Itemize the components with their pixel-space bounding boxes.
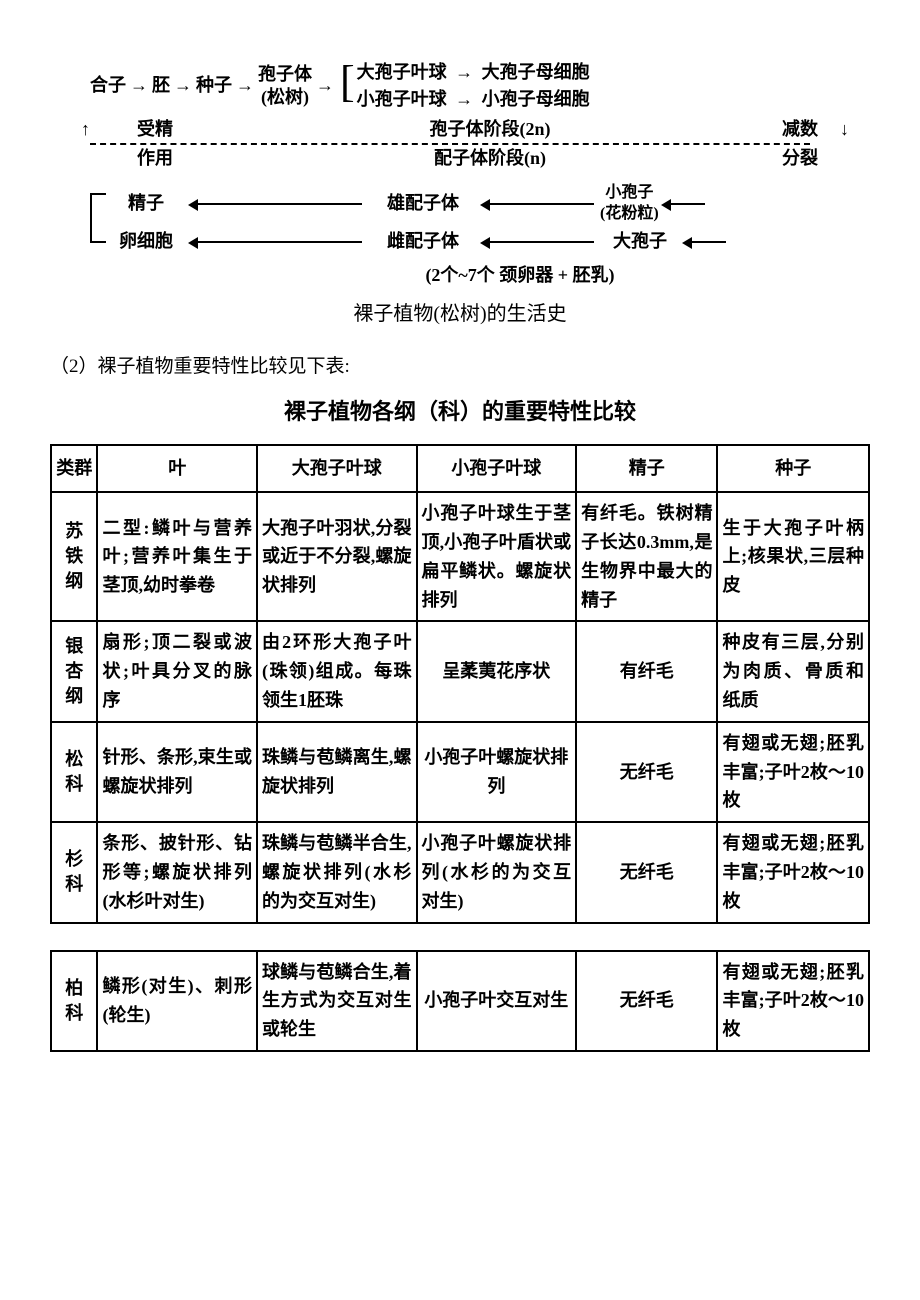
table-header: 小孢子叶球: [417, 445, 577, 492]
table-cell: 有纤毛: [576, 621, 717, 721]
diagram-node: 大孢子: [600, 230, 680, 253]
arrow-icon: [192, 241, 362, 243]
group-cell: 银杏纲: [51, 621, 97, 721]
table-cell: 呈葇荑花序状: [417, 621, 577, 721]
diagram-node: 种子: [196, 74, 232, 97]
phase-label: 受精: [90, 118, 220, 141]
arrow-icon: →: [170, 74, 196, 97]
arrow-icon: →: [126, 74, 152, 97]
table-cell: 大孢子叶羽状,分裂或近于不分裂,螺旋状排列: [257, 492, 417, 621]
table-cell: 无纤毛: [576, 722, 717, 822]
table-cell: 种皮有三层,分别为肉质、骨质和纸质: [717, 621, 869, 721]
arrow-icon: →: [312, 74, 338, 97]
table-cell: 条形、披针形、钻形等;螺旋状排列(水杉叶对生): [97, 822, 257, 922]
group-cell: 柏科: [51, 951, 97, 1051]
arrow-icon: →: [451, 89, 477, 109]
table-cell: 无纤毛: [576, 951, 717, 1051]
table-cell: 珠鳞与苞鳞离生,螺旋状排列: [257, 722, 417, 822]
arrow-icon: [665, 203, 705, 205]
table-row: 杉科条形、披针形、钻形等;螺旋状排列(水杉叶对生)珠鳞与苞鳞半合生,螺旋状排列(…: [51, 822, 869, 922]
table-cell: 珠鳞与苞鳞半合生,螺旋状排列(水杉的为交互对生): [257, 822, 417, 922]
diagram-node: 合子: [90, 74, 126, 97]
table-cell: 小孢子叶螺旋状排列(水杉的为交互对生): [417, 822, 577, 922]
diagram-node: 大孢子母细胞: [482, 62, 590, 82]
life-cycle-diagram: 合子 → 胚 → 种子 → 孢子体 (松树) → [ 大孢子叶球 → 大孢子母细…: [50, 60, 870, 287]
table-header: 大孢子叶球: [257, 445, 417, 492]
group-cell: 苏铁纲: [51, 492, 97, 621]
phase-label: 作用: [90, 147, 220, 170]
diagram-node-sub: (松树): [261, 86, 309, 109]
phase-label: 孢子体阶段(2n): [220, 118, 760, 141]
table-row: 松科针形、条形,束生或螺旋状排列珠鳞与苞鳞离生,螺旋状排列小孢子叶螺旋状排列无纤…: [51, 722, 869, 822]
diagram-node: 卵细胞: [106, 230, 186, 253]
table-cell: 生于大孢子叶柄上;核果状,三层种皮: [717, 492, 869, 621]
table-header: 种子: [717, 445, 869, 492]
table-header: 叶: [97, 445, 257, 492]
table-cell: 有纤毛。铁树精子长达0.3mm,是生物界中最大的精子: [576, 492, 717, 621]
table-row: 银杏纲扇形;顶二裂或波状;叶具分叉的脉序由2环形大孢子叶(珠领)组成。每珠领生1…: [51, 621, 869, 721]
diagram-node: 精子: [106, 192, 186, 215]
diagram-node: 孢子体: [258, 63, 312, 86]
diagram-node: 小孢子叶球: [357, 89, 447, 109]
table-cell: 针形、条形,束生或螺旋状排列: [97, 722, 257, 822]
table-header: 精子: [576, 445, 717, 492]
diagram-subnote: (2个~7个 颈卵器 + 胚乳): [170, 264, 870, 287]
phase-label: 分裂: [760, 147, 840, 170]
comparison-table-b: 柏科鳞形(对生)、刺形(轮生)球鳞与苞鳞合生,着生方式为交互对生或轮生小孢子叶交…: [50, 950, 870, 1052]
phase-label: 配子体阶段(n): [220, 147, 760, 170]
group-cell: 松科: [51, 722, 97, 822]
comparison-table-a: 类群叶大孢子叶球小孢子叶球精子种子 苏铁纲二型:鳞叶与营养叶;营养叶集生于茎顶,…: [50, 444, 870, 923]
table-cell: 鳞形(对生)、刺形(轮生): [97, 951, 257, 1051]
arrow-icon: [484, 203, 594, 205]
table-cell: 有翅或无翅;胚乳丰富;子叶2枚～10枚: [717, 951, 869, 1051]
table-cell: 球鳞与苞鳞合生,着生方式为交互对生或轮生: [257, 951, 417, 1051]
diagram-node: 小孢子: [605, 183, 653, 204]
table-cell: 由2环形大孢子叶(珠领)组成。每珠领生1胚珠: [257, 621, 417, 721]
table-cell: 小孢子叶螺旋状排列: [417, 722, 577, 822]
arrow-icon: →: [451, 62, 477, 82]
arrow-icon: →: [232, 74, 258, 97]
table-header: 类群: [51, 445, 97, 492]
diagram-node: 雌配子体: [368, 230, 478, 253]
arrow-icon: [192, 203, 362, 205]
diagram-node: 小孢子母细胞: [482, 89, 590, 109]
table-cell: 无纤毛: [576, 822, 717, 922]
diagram-node: 大孢子叶球: [357, 62, 447, 82]
diagram-node: 雄配子体: [368, 192, 478, 215]
arrow-icon: [484, 241, 594, 243]
table-title: 裸子植物各纲（科）的重要特性比较: [50, 398, 870, 427]
table-cell: 小孢子叶交互对生: [417, 951, 577, 1051]
table-row: 柏科鳞形(对生)、刺形(轮生)球鳞与苞鳞合生,着生方式为交互对生或轮生小孢子叶交…: [51, 951, 869, 1051]
diagram-node: 胚: [152, 74, 170, 97]
table-row: 苏铁纲二型:鳞叶与营养叶;营养叶集生于茎顶,幼时拳卷大孢子叶羽状,分裂或近于不分…: [51, 492, 869, 621]
diagram-caption: 裸子植物(松树)的生活史: [50, 301, 870, 327]
group-cell: 杉科: [51, 822, 97, 922]
diagram-node: (花粉粒): [600, 204, 659, 225]
arrow-icon: [686, 241, 726, 243]
table-cell: 扇形;顶二裂或波状;叶具分叉的脉序: [97, 621, 257, 721]
table-cell: 二型:鳞叶与营养叶;营养叶集生于茎顶,幼时拳卷: [97, 492, 257, 621]
dashed-separator: [90, 143, 810, 145]
table-cell: 有翅或无翅;胚乳丰富;子叶2枚～10枚: [717, 822, 869, 922]
phase-label: 减数: [760, 118, 840, 141]
brace-icon: [: [338, 60, 357, 112]
table-cell: 小孢子叶球生于茎顶,小孢子叶盾状或扁平鳞状。螺旋状排列: [417, 492, 577, 621]
table-cell: 有翅或无翅;胚乳丰富;子叶2枚～10枚: [717, 722, 869, 822]
section-note: （2）裸子植物重要特性比较见下表:: [50, 355, 870, 380]
